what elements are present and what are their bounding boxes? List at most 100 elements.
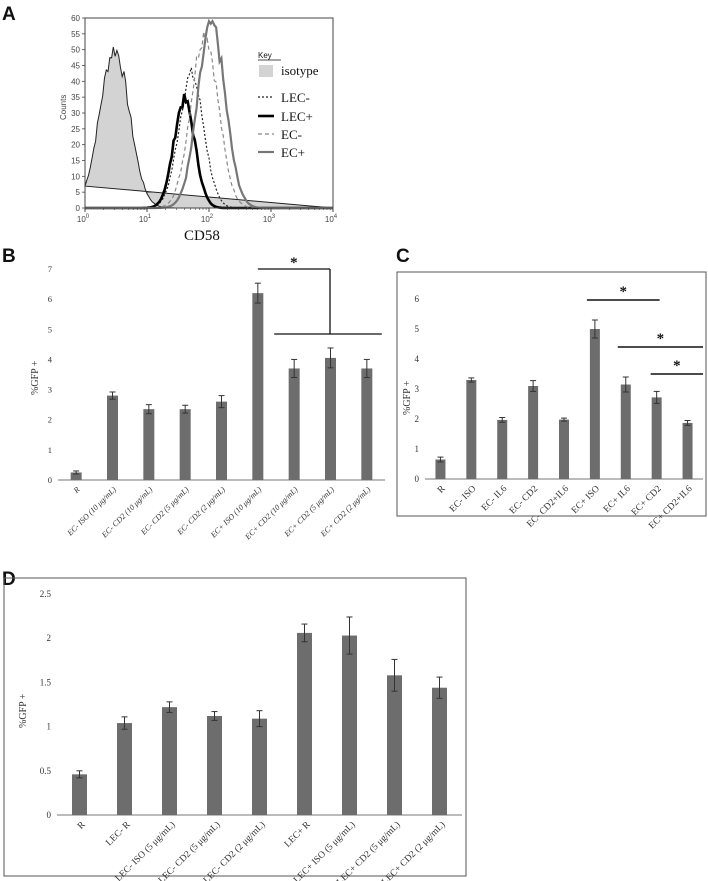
tick-base: 10 <box>139 215 148 224</box>
x-tick-label: 103 <box>263 214 276 224</box>
y-tick-label: 3 <box>415 384 420 394</box>
bar-ec-cd2-10-g-ml <box>143 409 155 480</box>
panel-letter-d: D <box>2 569 16 590</box>
y-tick-label: 15 <box>71 157 80 166</box>
x-category-label: EC+ IL6 <box>602 484 633 515</box>
bar-r <box>70 472 82 480</box>
panel-d-y-label: %GFP + <box>18 693 29 728</box>
significance-star: * <box>673 358 681 374</box>
y-tick-label: 10 <box>71 172 80 181</box>
y-tick-label: 5 <box>76 188 81 197</box>
panel-c-y-label: %GFP + <box>402 380 413 415</box>
y-tick-label: 3 <box>48 385 52 395</box>
bar-lec-r <box>297 632 312 815</box>
histogram-x-ticks: 100 101 102 103 104 <box>77 208 338 224</box>
legend-swatch-isotype <box>259 65 273 77</box>
tick-exponent: 3 <box>272 214 276 220</box>
y-tick-label: 6 <box>415 294 420 304</box>
y-tick-label: 1 <box>48 445 52 455</box>
tick-exponent: 0 <box>86 214 90 220</box>
tick-base: 10 <box>77 215 86 224</box>
y-tick-label: 1 <box>47 722 52 732</box>
bar-ec-il6 <box>497 419 508 479</box>
significance-star: * <box>657 331 665 347</box>
histogram-legend: Key isotype LEC- LEC+ EC- EC+ <box>258 51 319 160</box>
bar-r <box>72 774 87 815</box>
panel-letter-a: A <box>2 4 16 25</box>
x-tick-label: 104 <box>325 214 338 224</box>
panel-letter-b: B <box>2 246 16 267</box>
bar-lec-cd2-5-g-ml <box>207 715 222 815</box>
bar-ec-cd2-il6 <box>559 419 569 479</box>
panel-d-border <box>3 577 467 877</box>
histogram-y-ticks: 0 5 10 15 20 25 30 35 40 45 50 55 60 <box>71 14 85 213</box>
tick-exponent: 4 <box>334 214 338 220</box>
y-tick-label: 1.5 <box>40 677 52 687</box>
legend-label-isotype: isotype <box>281 63 319 78</box>
y-tick-label: 50 <box>71 46 80 55</box>
y-tick-label: 0 <box>47 810 52 820</box>
bar-lec-cd2-2-g-ml <box>252 718 267 815</box>
y-tick-label: 35 <box>71 93 80 102</box>
y-tick-label: 45 <box>71 62 80 71</box>
y-tick-label: 5 <box>48 324 52 334</box>
x-category-label: EC- IL6 <box>480 484 509 513</box>
y-tick-label: 2.5 <box>40 589 52 599</box>
x-tick-label: 101 <box>139 214 152 224</box>
legend-label-ec: EC- <box>281 127 302 142</box>
bar-lec-iso-5-g-ml <box>342 635 357 815</box>
bar-ec-il6 <box>620 384 631 479</box>
legend-title: Key <box>258 51 272 60</box>
y-tick-label: 0 <box>48 475 52 485</box>
y-tick-label: 0 <box>76 204 81 213</box>
bar-ec-cd2 <box>528 386 539 479</box>
significance-star: * <box>290 255 298 271</box>
histogram-panel-a: 100 101 102 103 104 051015202530354045505560… <box>59 14 338 244</box>
bar-ec-cd2-il6 <box>682 422 693 479</box>
y-tick-label: 40 <box>71 77 80 86</box>
x-tick-label: 102 <box>201 214 214 224</box>
y-tick-label: 5 <box>415 324 420 334</box>
y-tick-label: 2 <box>415 414 420 424</box>
bar-ec-iso-10-g-ml <box>107 395 118 480</box>
tick-base: 10 <box>201 215 210 224</box>
bar-ec-cd2-5-g-ml <box>179 409 191 480</box>
panel-c-border <box>396 271 707 517</box>
y-tick-label: 30 <box>71 109 80 118</box>
bar-ec-iso <box>466 380 477 479</box>
y-tick-label: 1 <box>415 444 420 454</box>
x-category-label: LEC+ R <box>283 820 313 850</box>
y-tick-label: 20 <box>71 141 80 150</box>
bar-lec-cd2-2-g-ml <box>432 687 447 815</box>
bar-ec-cd2-2-g-ml <box>361 368 373 480</box>
x-category-label: R <box>436 484 448 496</box>
bar-r <box>435 459 446 479</box>
bar-ec-cd2-2-g-ml <box>216 401 227 480</box>
x-category-label: R <box>71 485 82 496</box>
y-tick-label: 55 <box>71 30 80 39</box>
histogram-x-label: CD58 <box>184 228 220 244</box>
bar-ec-iso-10-g-ml <box>252 293 264 480</box>
x-category-label: EC+ ISO <box>570 484 602 516</box>
tick-exponent: 2 <box>210 214 214 220</box>
x-category-label: R <box>76 820 88 832</box>
y-tick-label: 0.5 <box>40 766 52 776</box>
y-tick-label: 7 <box>48 264 52 274</box>
x-category-label: LEC- R <box>104 820 133 849</box>
legend-label-lec: LEC- <box>281 90 310 105</box>
histogram-y-label: Counts <box>59 95 68 120</box>
legend-label-lec: LEC+ <box>281 109 313 124</box>
bar-ec-cd2-5-g-ml <box>325 357 336 480</box>
x-category-label: EC- ISO <box>448 484 478 514</box>
tick-base: 10 <box>263 215 272 224</box>
bar-lec-r <box>117 723 132 815</box>
panel-letter-c: C <box>396 246 410 267</box>
y-tick-label: 4 <box>48 354 53 364</box>
y-tick-label: 4 <box>415 354 420 364</box>
bar-lec-cd2-5-g-ml <box>387 675 402 815</box>
legend-label-ec: EC+ <box>281 145 305 160</box>
